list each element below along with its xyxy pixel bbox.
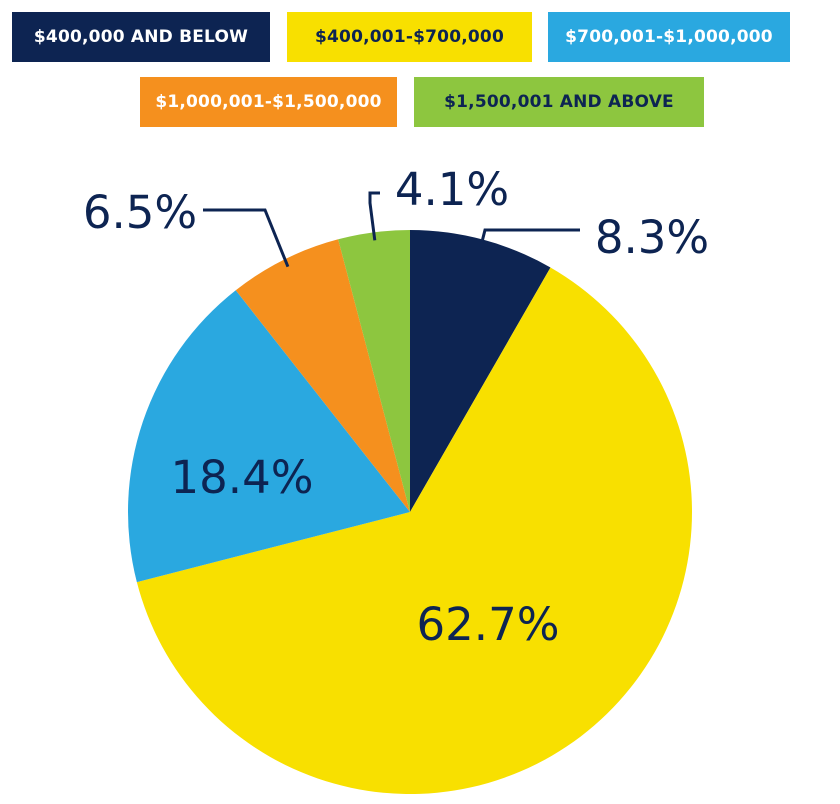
legend: $400,000 AND BELOW $400,001-$700,000 $70…: [0, 0, 840, 130]
leader-lines: [203, 191, 580, 268]
slice-1-5m-and-above: [338, 230, 410, 512]
leader-line-400k-and-below: [479, 228, 580, 248]
slice-700k-1m: [127, 290, 410, 583]
data-label-400k-and-below: 8.3%: [595, 211, 709, 264]
data-label-1-5m-and-above: 4.1%: [395, 163, 509, 216]
pie-slices: [127, 230, 692, 794]
legend-item-1m-1-5m: $1,000,001-$1,500,000: [140, 77, 397, 127]
leader-line-1m-1-5m: [203, 208, 290, 268]
data-label-700k-1m: 18.4%: [171, 451, 314, 504]
legend-item-400k-and-below: $400,000 AND BELOW: [12, 12, 270, 62]
slice-400k-700k: [136, 267, 692, 794]
leader-line-1-5m-and-above: [368, 191, 380, 241]
slice-400k-and-below: [410, 230, 551, 512]
slice-labels: 8.3% 62.7% 18.4% 6.5% 4.1%: [83, 163, 709, 651]
slice-1m-1-5m: [235, 239, 410, 512]
data-label-400k-700k: 62.7%: [417, 598, 560, 651]
legend-item-1-5m-and-above: $1,500,001 AND ABOVE: [414, 77, 704, 127]
legend-item-400k-700k: $400,001-$700,000: [287, 12, 532, 62]
data-label-1m-1-5m: 6.5%: [83, 186, 197, 239]
legend-item-700k-1m: $700,001-$1,000,000: [548, 12, 790, 62]
